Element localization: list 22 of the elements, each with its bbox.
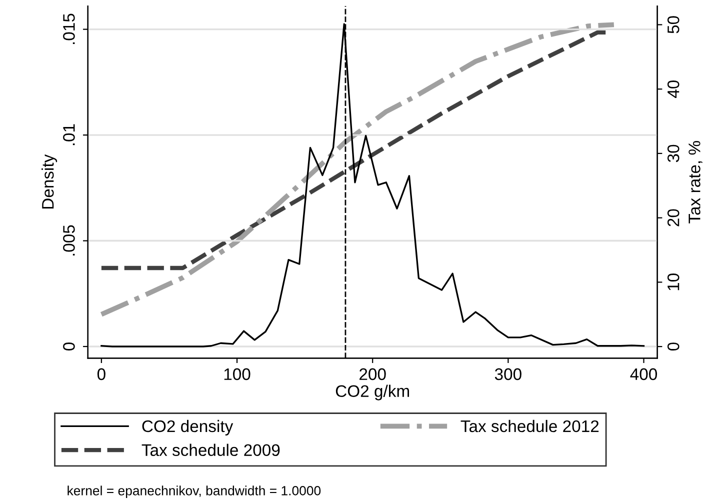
y-tick-label: .01	[63, 124, 75, 146]
legend-label: CO2 density	[142, 420, 234, 436]
y-tick-label: .005	[63, 225, 75, 256]
legend-label: Tax schedule 2009	[142, 444, 280, 456]
y2-tick-label: 40	[667, 80, 680, 98]
y2-tick-label: 30	[667, 144, 680, 162]
y2-axis-title: Tax rate, %	[688, 140, 702, 224]
x-tick-label: 0	[97, 368, 106, 380]
y2-tick-label: 20	[667, 209, 680, 226]
y2-tick-label: 0	[667, 342, 680, 351]
text: kernel = epanechnikov, bandwidth = 1.0000	[68, 486, 321, 498]
x-tick-label: 300	[494, 368, 522, 380]
x-tick-label: 400	[630, 368, 657, 380]
x-tick-label: 200	[360, 368, 386, 380]
y-tick-label: 0	[63, 342, 75, 350]
x-tick-label: 100	[224, 368, 250, 380]
y-axis-title: Density	[42, 154, 58, 209]
y2-tick-label: 10	[667, 274, 680, 290]
y2-tick-label: 50	[667, 16, 680, 34]
x-axis-title: CO2 g/km	[336, 384, 409, 400]
y-tick-label: .015	[63, 14, 75, 44]
legend-label: Tax schedule 2012	[460, 420, 599, 432]
